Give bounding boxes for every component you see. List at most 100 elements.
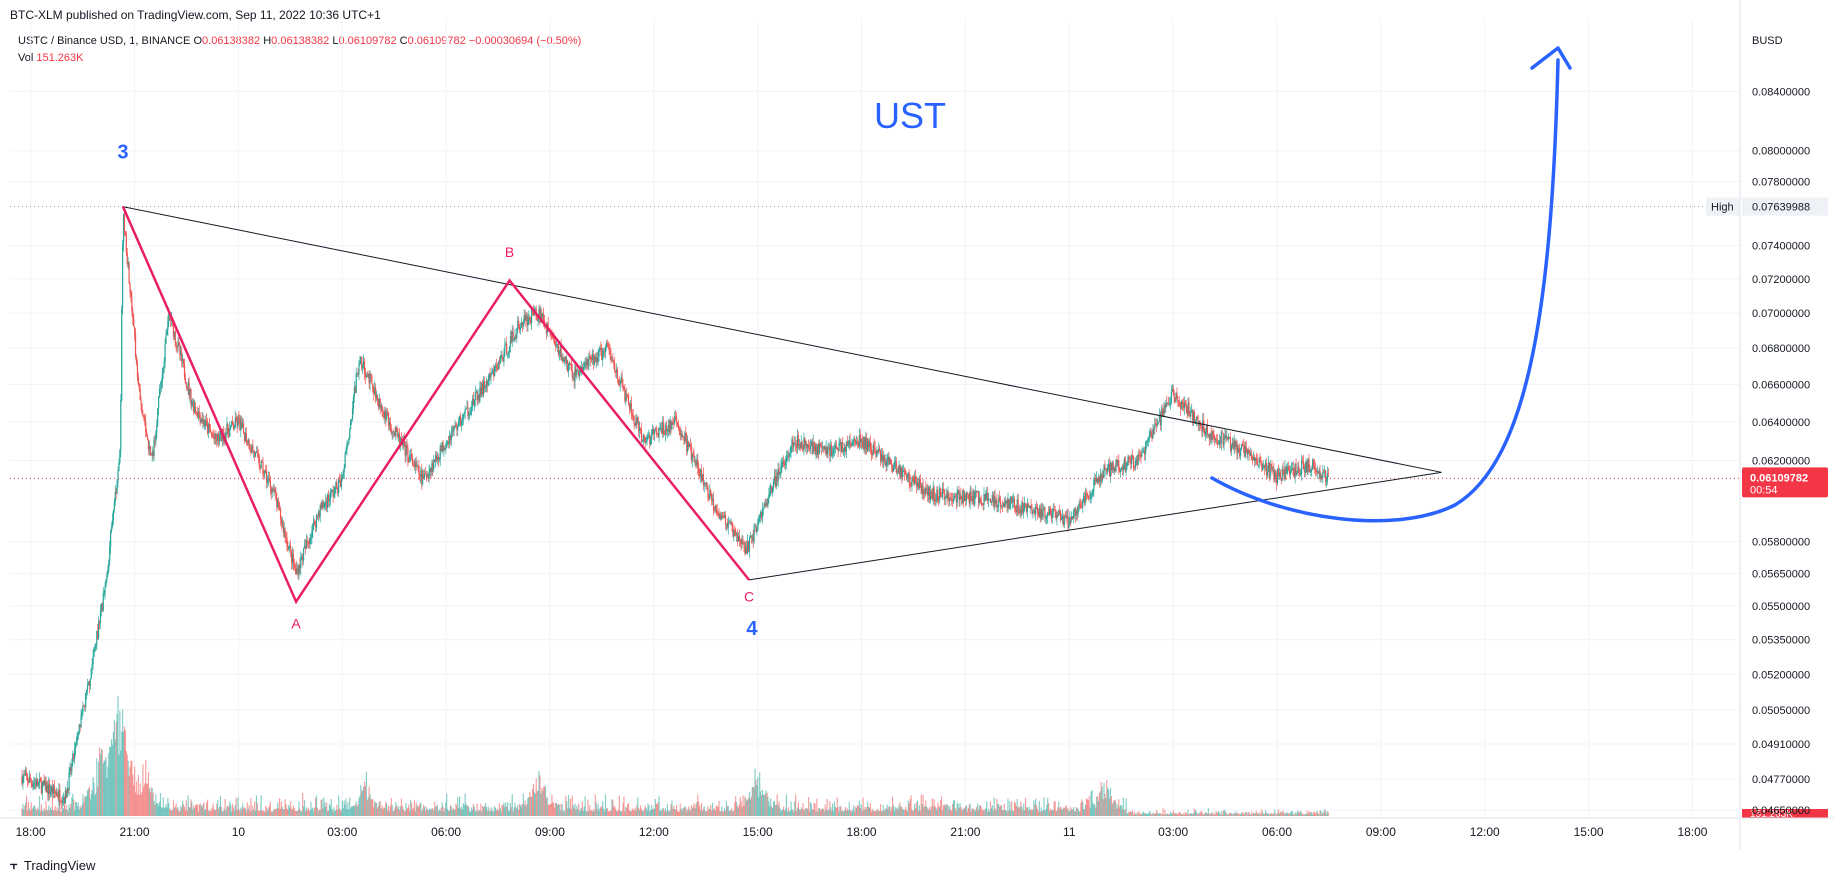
candle-body (1319, 471, 1321, 479)
candle-body (868, 442, 871, 448)
candle-body (281, 521, 283, 524)
candle-body (901, 467, 903, 478)
volume-bar (189, 807, 191, 816)
candle-body (1028, 507, 1030, 508)
candle-body (1242, 445, 1245, 447)
candle-body (124, 231, 127, 235)
candle-body (923, 493, 925, 495)
volume-bar (437, 811, 439, 816)
volume-bar (992, 810, 994, 816)
candle-body (470, 411, 472, 415)
candle-body (602, 352, 604, 360)
volume-bar (343, 800, 345, 816)
candle-body (807, 444, 810, 448)
candle-body (39, 778, 42, 782)
volume-bar (427, 810, 429, 816)
volume-bar (256, 803, 259, 816)
volume-bar (238, 809, 240, 816)
volume-bar (1155, 813, 1157, 816)
candle-body (1081, 507, 1083, 508)
footer-brand[interactable]: ⫟ TradingView (10, 857, 95, 873)
candle-body (1035, 506, 1037, 515)
candle-body (304, 545, 307, 549)
volume-bar (41, 809, 43, 816)
volume-bar (644, 805, 646, 816)
volume-bar (55, 811, 57, 816)
volume-bar (431, 808, 433, 816)
volume-bar (1098, 793, 1101, 816)
volume-bar (1127, 812, 1129, 816)
candle-body (1135, 459, 1137, 461)
volume-bar (1288, 813, 1290, 816)
volume-bar (495, 807, 497, 816)
candle-body (1158, 414, 1161, 422)
candle-body (1146, 440, 1149, 442)
volume-bar (810, 803, 812, 816)
volume-bar (867, 806, 870, 816)
candle-body (1140, 455, 1142, 457)
candle-body (566, 360, 568, 364)
candle-body (115, 492, 117, 494)
volume-bar (50, 809, 53, 816)
candle-body (679, 428, 681, 436)
candle-body (1160, 410, 1162, 426)
candle-body (1282, 468, 1284, 474)
volume-bar (827, 809, 829, 816)
candle-body (751, 536, 753, 538)
symbol-name[interactable]: USTC / Binance USD, 1, BINANCE (18, 35, 191, 47)
volume-bar (739, 797, 741, 816)
volume-bar (285, 804, 287, 816)
candle-body (806, 443, 808, 448)
volume-bar (339, 809, 342, 816)
volume-bar (1276, 814, 1278, 816)
candle-body (192, 401, 194, 404)
candle-body (828, 447, 830, 450)
volume-bar (677, 811, 680, 816)
candle-body (794, 443, 796, 445)
candle-body (846, 441, 848, 446)
volume-bar (939, 807, 941, 816)
candle-body (897, 471, 899, 473)
volume-bar (133, 785, 135, 816)
candle-body (1253, 457, 1256, 461)
volume-bar (501, 804, 503, 816)
candle-body (834, 444, 836, 448)
volume-bar (1180, 813, 1182, 816)
volume-bar (308, 809, 310, 816)
candle-body (708, 496, 710, 499)
candle-body (1014, 506, 1016, 510)
candle-body (231, 421, 234, 425)
volume-bar (1243, 813, 1245, 816)
candle-body (435, 455, 437, 462)
volume-bar (471, 809, 474, 816)
volume-bar (936, 810, 938, 816)
volume-bar (411, 802, 413, 816)
volume-bar (1072, 809, 1074, 816)
candle-body (994, 496, 996, 504)
candle-body (465, 408, 467, 410)
volume-bar (83, 802, 85, 816)
candle-body (302, 548, 305, 561)
candle-body (337, 488, 339, 494)
volume-bar (203, 802, 205, 816)
volume-bar (459, 796, 461, 816)
candle-body (740, 541, 742, 545)
candle-body (1317, 471, 1319, 474)
candle-body (364, 373, 367, 378)
candle-body (159, 387, 162, 389)
volume-bar (496, 809, 499, 816)
candle-body (185, 383, 187, 387)
candle-body (1196, 417, 1198, 420)
volume-label[interactable]: Vol (18, 52, 34, 64)
volume-bar (476, 803, 478, 816)
volume-bar (735, 796, 737, 816)
candle-body (536, 319, 538, 321)
volume-bar (758, 796, 760, 816)
candle-body (89, 678, 91, 687)
volume-bar (1231, 814, 1233, 816)
volume-bar (1226, 813, 1228, 816)
candle-body (296, 568, 298, 574)
candle-body (256, 451, 259, 453)
volume-bar (423, 804, 425, 816)
